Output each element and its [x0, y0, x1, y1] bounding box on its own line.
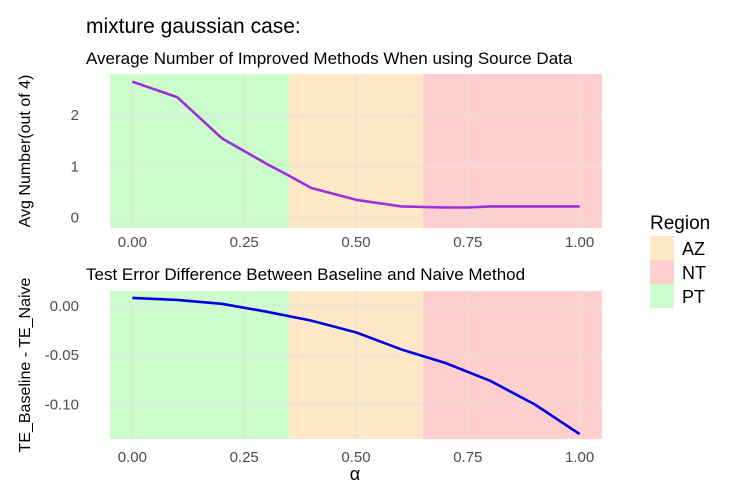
y-tick-label: -0.05: [45, 347, 79, 364]
x-tick-label: 1.00: [565, 449, 594, 466]
y-tick-label: 0.00: [50, 298, 79, 315]
y-tick-label: 1: [71, 158, 79, 175]
top-panel-grid: [110, 74, 602, 228]
x-tick-label: 0.50: [341, 449, 370, 466]
x-tick-label: 0.75: [453, 449, 482, 466]
x-tick-label: 1.00: [565, 234, 594, 251]
region-band-pt: [110, 291, 289, 439]
bottom-panel-series: [132, 296, 581, 436]
top-panel-y-ticks: 0 1 2: [71, 107, 79, 227]
x-tick-label: 0.25: [230, 234, 259, 251]
bottom-panel-title: Test Error Difference Between Baseline a…: [86, 265, 525, 284]
y-tick-label: 2: [71, 107, 79, 124]
top-panel: Average Number of Improved Methods When …: [17, 49, 602, 251]
bottom-panel-x-axis-label: α: [350, 464, 360, 484]
region-band-pt: [110, 74, 289, 228]
x-tick-label: 0.00: [118, 234, 147, 251]
legend-label-az: AZ: [682, 239, 705, 259]
legend-swatch-pt: [650, 284, 674, 308]
bottom-panel: Test Error Difference Between Baseline a…: [17, 265, 602, 484]
x-tick-label: 0.25: [230, 449, 259, 466]
series-line: [131, 80, 580, 209]
legend-label-pt: PT: [682, 287, 705, 307]
legend: Region AZ NT PT: [650, 213, 710, 308]
bottom-panel-grid: [110, 291, 602, 439]
bottom-panel-x-ticks: 0.00 0.25 0.50 0.75 1.00: [118, 449, 594, 466]
legend-label-nt: NT: [682, 263, 706, 283]
x-tick-label: 0.50: [341, 234, 370, 251]
x-tick-label: 0.75: [453, 234, 482, 251]
legend-swatch-az: [650, 236, 674, 260]
region-band-nt: [423, 74, 602, 228]
y-tick-label: -0.10: [45, 396, 79, 413]
x-tick-label: 0.00: [118, 449, 147, 466]
top-panel-x-ticks: 0.00 0.25 0.50 0.75 1.00: [118, 234, 594, 251]
legend-swatch-nt: [650, 260, 674, 284]
figure-title: mixture gaussian case:: [86, 15, 301, 38]
y-tick-label: 0: [71, 210, 79, 227]
top-panel-title: Average Number of Improved Methods When …: [86, 49, 573, 68]
top-panel-y-axis-label: Avg Number(out of 4): [17, 75, 34, 228]
series-line: [132, 296, 581, 436]
legend-title: Region: [650, 213, 710, 234]
legend-items: AZ NT PT: [650, 236, 706, 308]
bottom-panel-y-axis-label: TE_Baseline - TE_Naive: [17, 277, 34, 452]
top-panel-series: [131, 80, 580, 209]
bottom-panel-y-ticks: 0.00 -0.05 -0.10: [45, 298, 79, 414]
